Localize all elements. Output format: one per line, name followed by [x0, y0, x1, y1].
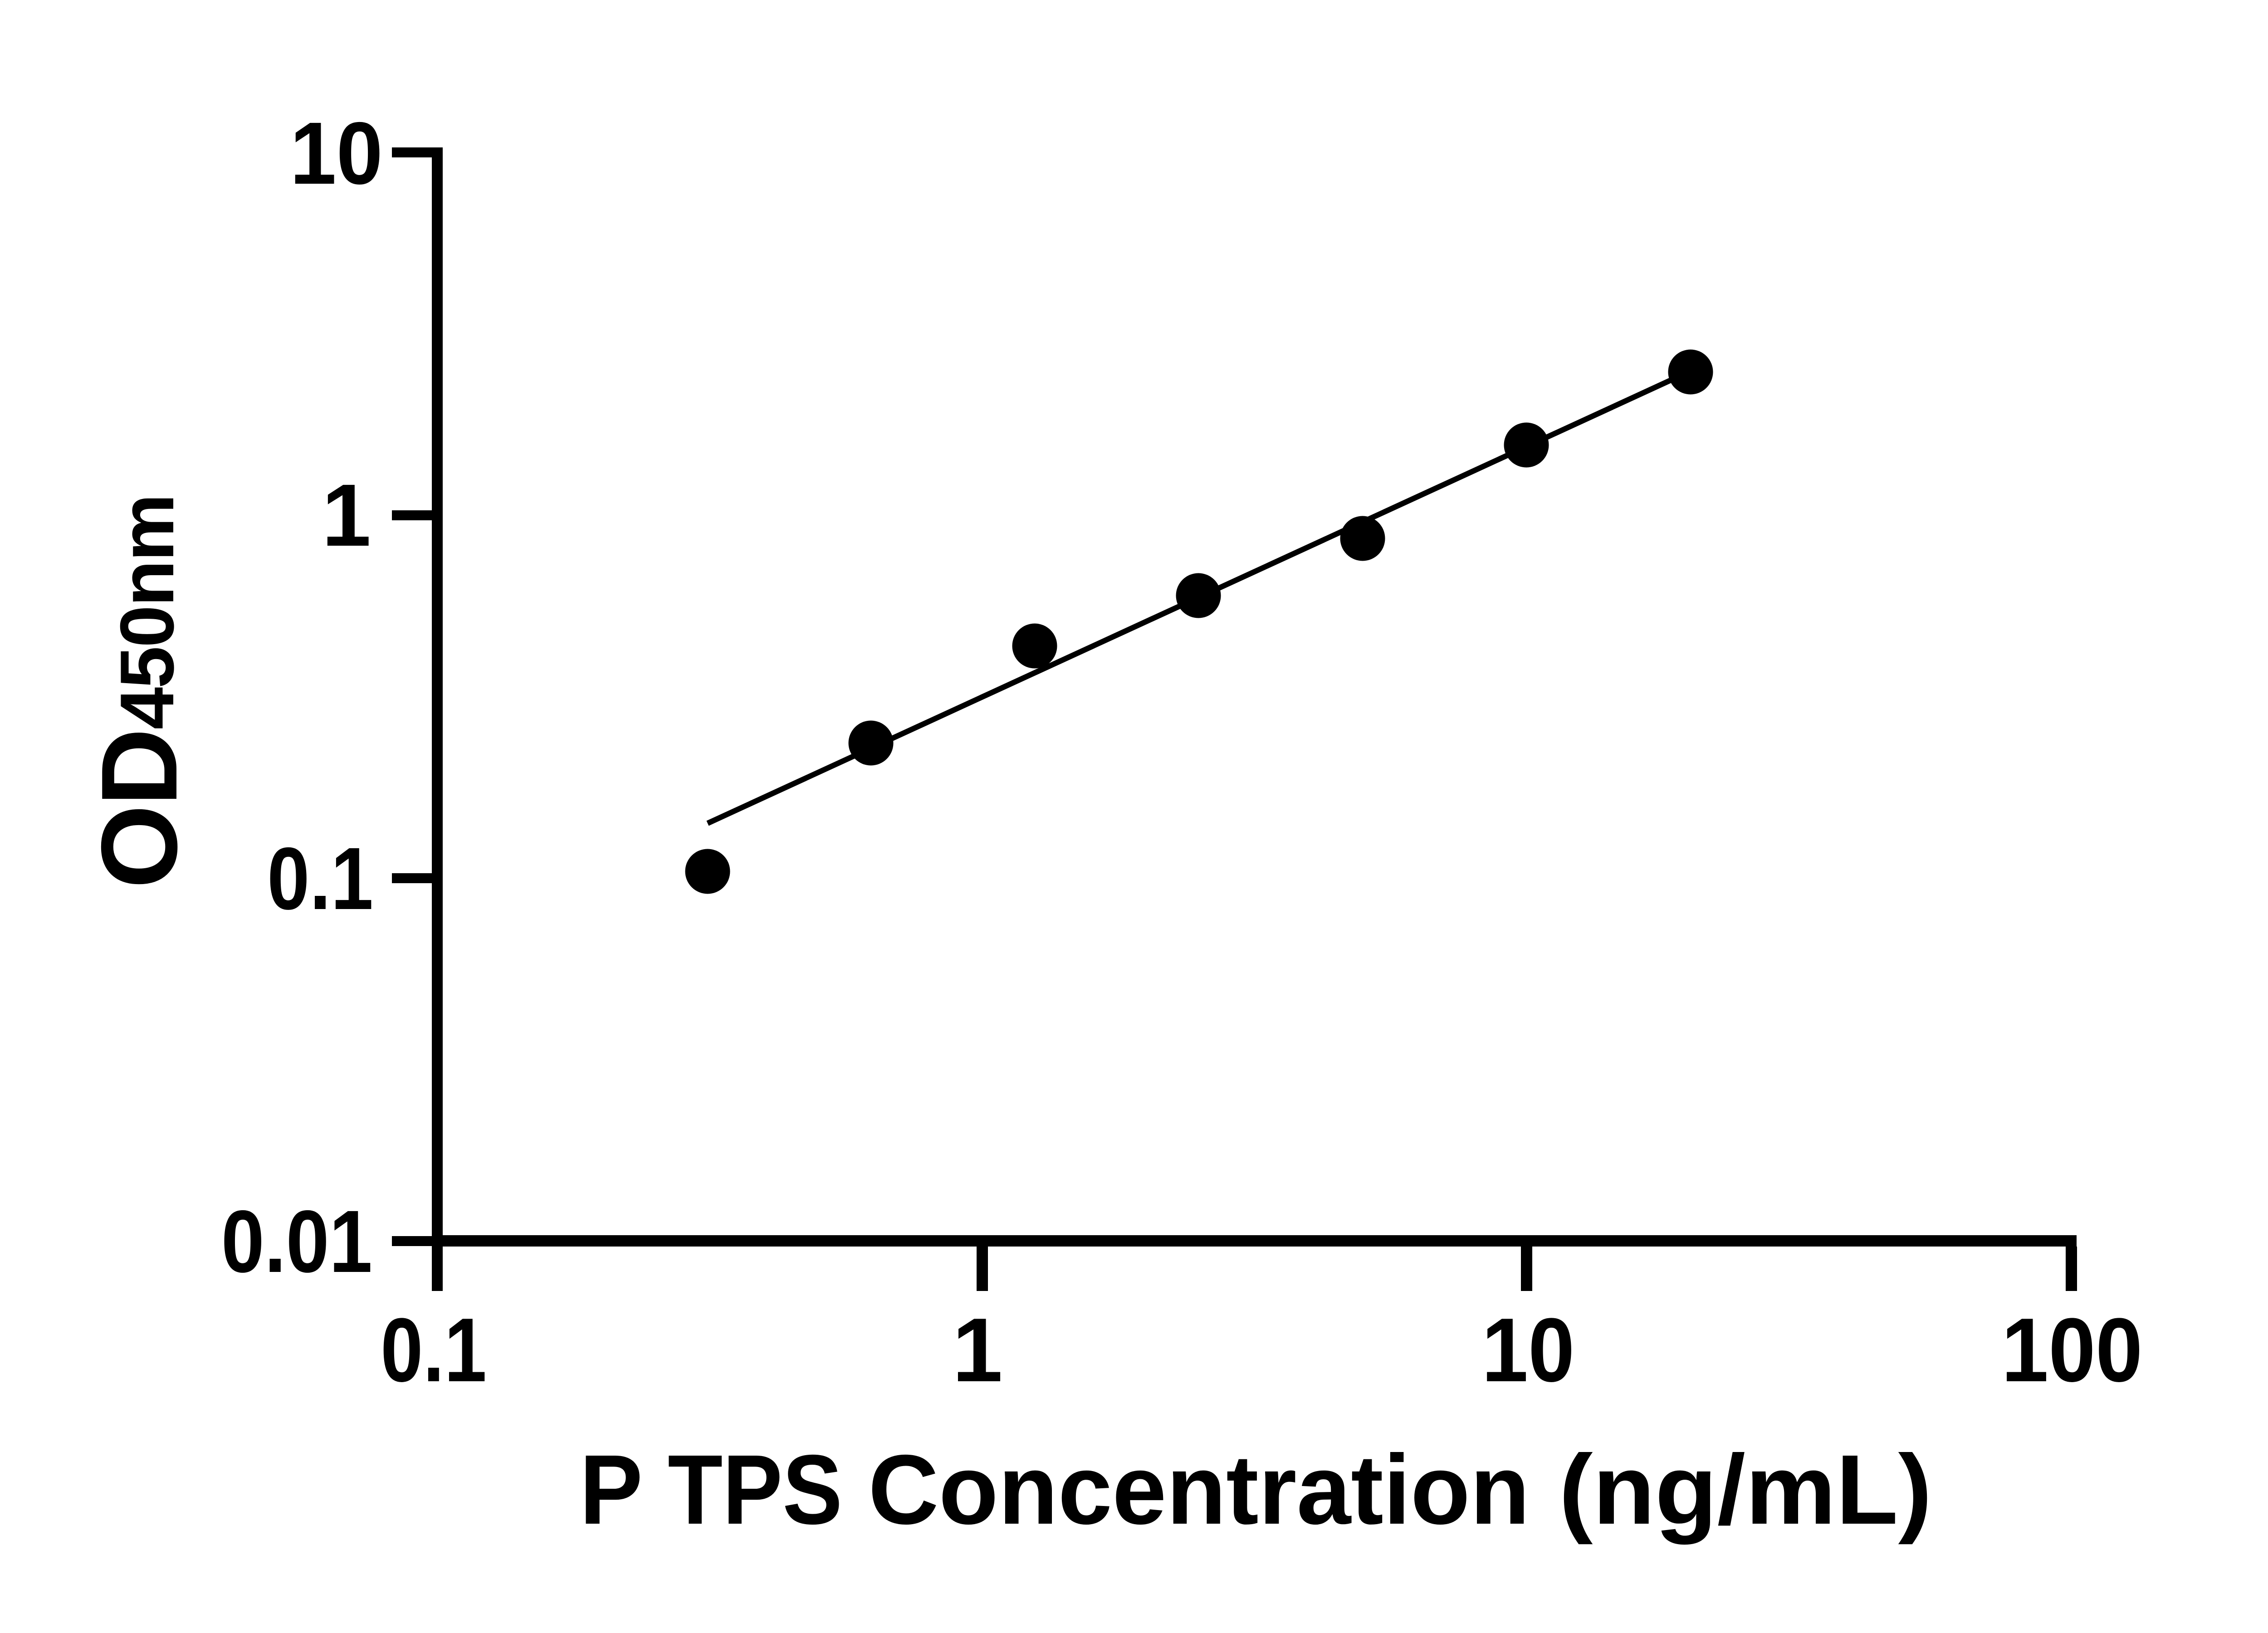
- svg-text:0.1: 0.1: [381, 1300, 487, 1401]
- svg-text:0.01: 0.01: [221, 1192, 372, 1291]
- svg-text:(ng/mL): (ng/mL): [1559, 1435, 1932, 1545]
- svg-text:10: 10: [1482, 1300, 1575, 1401]
- svg-text:0.1: 0.1: [267, 829, 373, 928]
- svg-text:Concentration: Concentration: [868, 1435, 1530, 1545]
- svg-text:1: 1: [322, 466, 371, 565]
- svg-text:P: P: [580, 1435, 643, 1545]
- svg-text:1: 1: [952, 1300, 1002, 1401]
- svg-text:10: 10: [290, 104, 383, 203]
- svg-text:TPS: TPS: [668, 1435, 842, 1545]
- svg-text:100: 100: [2001, 1300, 2142, 1401]
